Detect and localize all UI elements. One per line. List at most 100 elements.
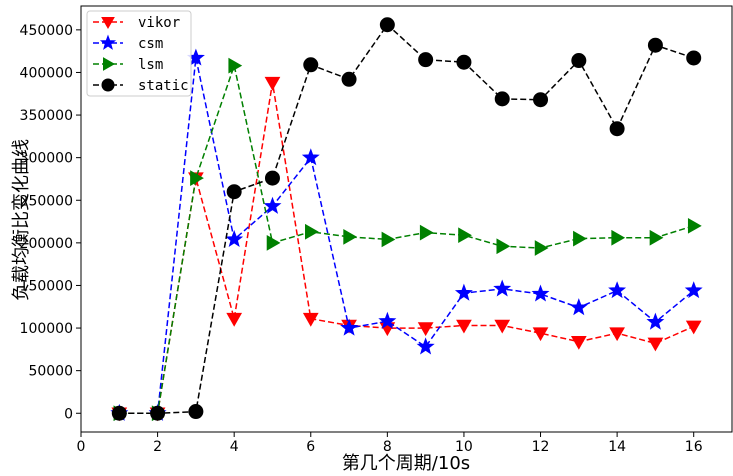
data-point-triangle-right [305,223,319,240]
y-tick-label: 100000 [20,321,73,337]
data-point-triangle-down [532,327,549,342]
data-point-circle [571,53,587,69]
data-point-circle [101,78,115,92]
series-line-lsm [119,62,694,415]
data-point-triangle-down [417,322,434,337]
data-point-triangle-right [573,230,587,247]
data-point-star [225,229,244,248]
legend-item-vikor: vikor [93,15,180,31]
x-tick-label: 2 [153,439,162,455]
data-point-triangle-right [687,217,702,234]
data-point-triangle-right [266,234,281,251]
data-point-star [608,281,627,299]
data-point-triangle-right [343,229,358,245]
data-point-star [340,318,359,336]
data-point-star [493,279,512,297]
y-tick-label: 0 [64,406,73,422]
x-axis: 0 2 4 6 8 10 12 14 16 [77,432,703,455]
data-point-triangle-right [458,227,472,244]
data-point-star [569,298,588,316]
plot-frame [80,5,733,433]
data-point-triangle-right [534,240,549,256]
series-line-csm [119,57,695,415]
data-point-circle [379,17,395,33]
legend-label: static [138,78,189,94]
data-point-triangle-down [226,312,243,327]
legend-item-csm: csm [93,34,163,52]
x-tick-label: 12 [532,439,550,455]
legend-label: vikor [138,15,180,31]
data-point-triangle-right [103,57,116,71]
series-line-vikor [119,82,695,415]
data-point-circle [188,404,204,420]
data-point-circle [494,91,510,107]
data-point-circle [647,37,663,53]
data-point-circle [111,405,127,421]
data-point-circle [264,170,280,186]
x-tick-label: 10 [455,439,473,455]
x-tick-label: 8 [383,439,392,455]
data-point-triangle-down [609,327,625,342]
y-tick-label: 200000 [20,236,73,252]
data-point-triangle-down [101,17,115,30]
data-point-circle [303,57,319,73]
y-tick-label: 350000 [20,108,73,124]
series-layer [110,17,703,422]
y-tick-label: 150000 [20,278,73,294]
data-point-triangle-right [611,229,626,246]
data-point-star [378,311,397,329]
data-point-triangle-right [228,57,243,74]
legend-label: csm [138,36,163,52]
data-point-triangle-right [496,238,511,255]
data-point-star [684,281,703,299]
legend-box [86,10,192,97]
x-tick-label: 6 [306,439,315,455]
x-tick-label: 16 [685,439,703,455]
data-point-circle [341,71,357,87]
x-tick-label: 14 [608,439,626,455]
data-point-star [454,283,473,301]
legend-item-lsm: lsm [93,57,163,73]
data-point-triangle-down [264,76,281,91]
y-axis: 0 50000 100000 150000 200000 250000 300000 3500… [20,23,81,422]
x-axis-title: 第几个周期/10s [342,453,470,474]
data-point-star [99,34,117,50]
data-point-circle [418,52,434,68]
data-point-triangle-down [685,320,702,335]
y-tick-label: 450000 [20,23,73,39]
data-point-triangle-down [570,335,587,350]
data-point-circle [226,184,242,200]
series-static [111,17,702,421]
data-point-circle [150,405,166,421]
data-point-triangle-down [647,337,664,352]
legend-item-static: static [93,78,189,94]
legend: vikor csm lsm static [86,10,192,97]
data-point-triangle-down [456,319,472,334]
y-tick-label: 300000 [20,151,73,167]
y-axis-title: 负载均衡比变化曲线 [11,139,32,301]
data-point-triangle-right [649,229,664,246]
data-point-triangle-right [381,231,396,248]
data-point-triangle-right [190,170,204,186]
series-lsm [113,57,702,422]
series-line-static [119,23,694,415]
x-tick-label: 4 [230,439,239,455]
x-tick-label: 0 [77,439,86,455]
data-point-circle [686,50,702,66]
legend-label: lsm [138,57,163,73]
data-point-triangle-down [302,312,319,327]
data-point-star [646,312,665,330]
data-point-star [531,284,550,302]
data-point-triangle-down [494,319,511,334]
data-point-triangle-right [419,224,434,241]
data-point-star [416,337,435,355]
y-tick-label: 50000 [28,364,73,380]
data-point-circle [533,92,549,108]
y-tick-label: 400000 [20,65,73,81]
data-point-star [301,148,320,166]
y-tick-label: 250000 [20,193,73,209]
data-point-circle [609,121,625,137]
data-point-star [263,196,282,214]
data-point-circle [456,54,472,70]
